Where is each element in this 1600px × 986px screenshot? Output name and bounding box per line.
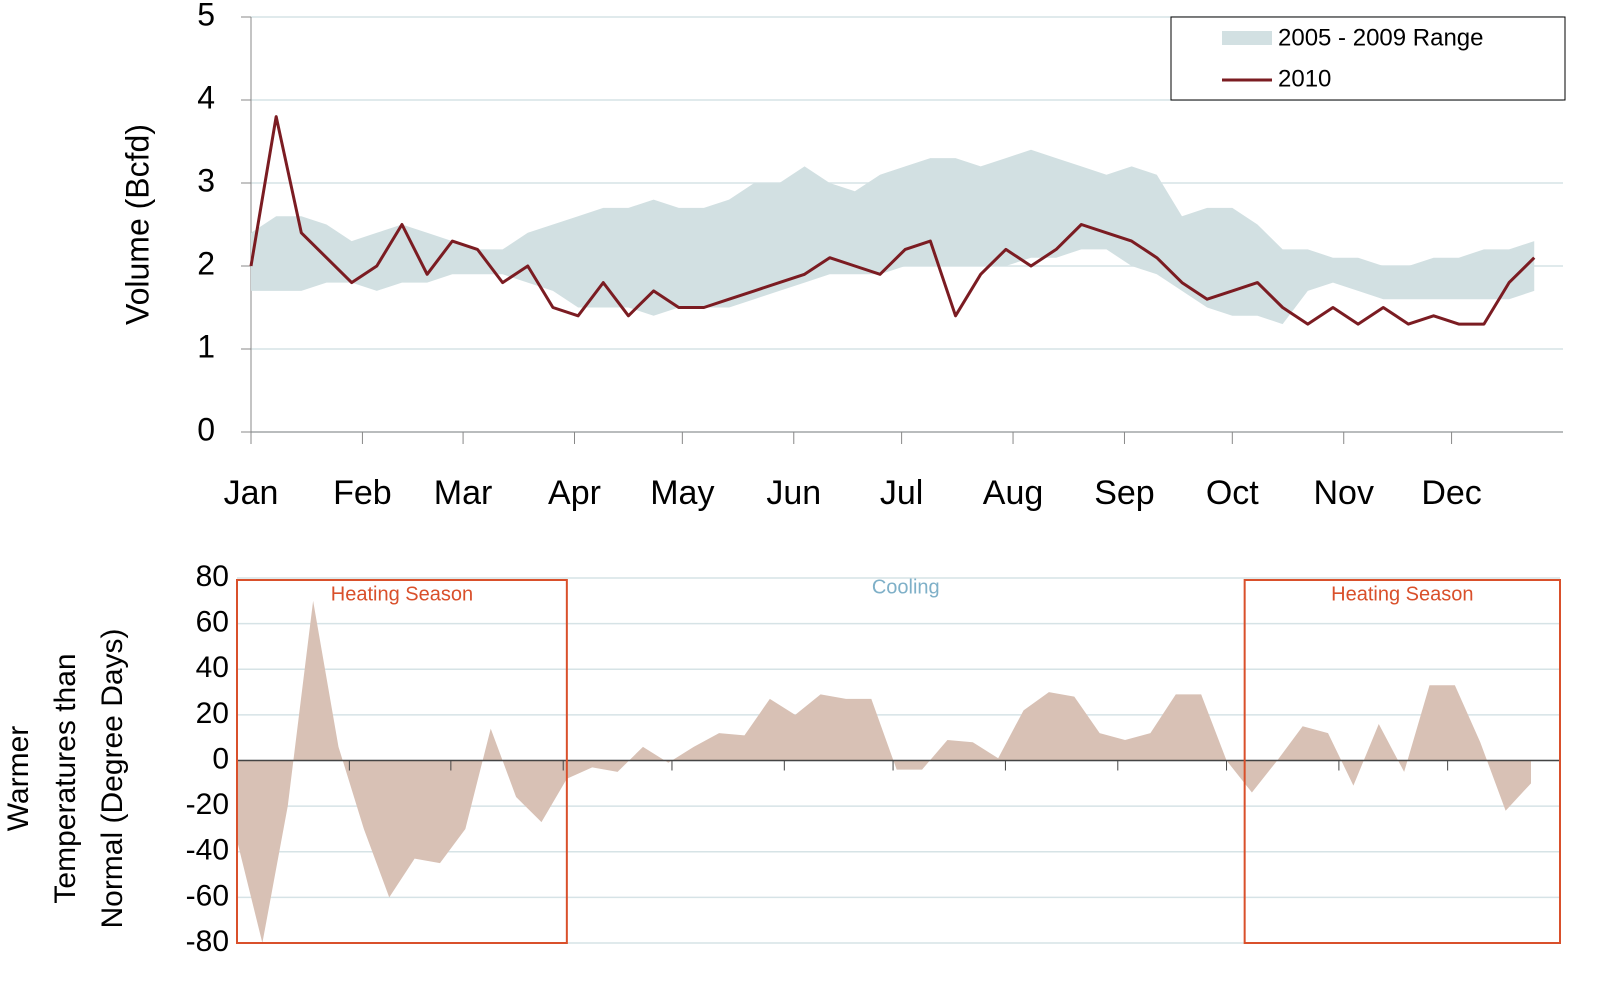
y-tick-label: 60 bbox=[196, 606, 229, 639]
x-tick-label: Apr bbox=[548, 474, 601, 512]
x-tick-label: May bbox=[650, 474, 714, 512]
y-axis-title: Volume (Bcfd) bbox=[119, 124, 155, 325]
y-tick-label: 20 bbox=[196, 697, 229, 730]
season-box bbox=[236, 579, 568, 944]
y-axis-title: Warmer bbox=[2, 726, 35, 832]
y-tick-label: 80 bbox=[196, 560, 229, 593]
y-tick-label: 0 bbox=[212, 742, 229, 775]
x-tick-label: Dec bbox=[1421, 474, 1481, 512]
x-tick-label: Feb bbox=[333, 474, 392, 512]
legend-label: 2010 bbox=[1278, 65, 1331, 92]
y-tick-label: -80 bbox=[186, 925, 229, 958]
annotation: Heating Season bbox=[331, 583, 473, 605]
y-tick-label: 4 bbox=[197, 79, 215, 115]
y-tick-label: 5 bbox=[197, 0, 215, 32]
x-tick-label: Oct bbox=[1206, 474, 1259, 512]
y-tick-label: -20 bbox=[186, 788, 229, 821]
y-tick-label: 40 bbox=[196, 651, 229, 684]
y-tick-label: 0 bbox=[197, 411, 215, 447]
area bbox=[237, 600, 1532, 943]
season-box bbox=[1243, 579, 1561, 944]
x-tick-label: Jun bbox=[766, 474, 821, 512]
y-axis-title: Temperatures than bbox=[49, 653, 82, 903]
annotation: Cooling bbox=[872, 576, 940, 598]
x-tick-label: Aug bbox=[983, 474, 1044, 512]
legend-box bbox=[1170, 16, 1566, 101]
y-tick-label: 2 bbox=[197, 245, 215, 281]
y-tick-label: -60 bbox=[186, 879, 229, 912]
line bbox=[249, 115, 1536, 326]
legend-label: 2005 - 2009 Range bbox=[1278, 24, 1484, 51]
y-tick-label: 1 bbox=[197, 328, 215, 364]
x-tick-label: Mar bbox=[434, 474, 493, 512]
x-tick-label: Jul bbox=[880, 474, 923, 512]
y-tick-label: -40 bbox=[186, 834, 229, 867]
legend-swatch bbox=[1222, 31, 1272, 45]
x-tick-label: Sep bbox=[1094, 474, 1155, 512]
annotation: Heating Season bbox=[1331, 583, 1473, 605]
y-tick-label: 3 bbox=[197, 162, 215, 198]
x-tick-label: Nov bbox=[1313, 474, 1373, 512]
x-tick-label: Jan bbox=[224, 474, 279, 512]
y-axis-title: Normal (Degree Days) bbox=[96, 628, 129, 928]
range-band bbox=[251, 149, 1535, 325]
